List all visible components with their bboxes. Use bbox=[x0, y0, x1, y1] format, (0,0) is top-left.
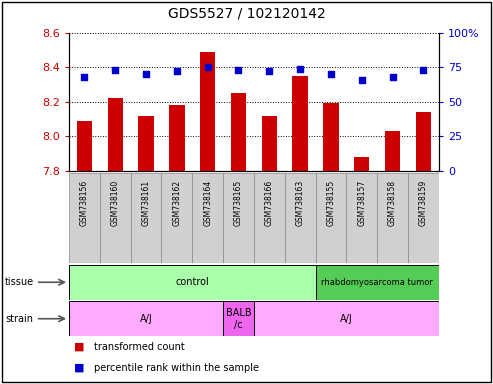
Bar bbox=[223, 173, 254, 263]
Bar bbox=[169, 105, 184, 171]
Point bbox=[80, 74, 88, 80]
Bar bbox=[231, 93, 246, 171]
Bar bbox=[69, 265, 316, 300]
Text: GDS5527 / 102120142: GDS5527 / 102120142 bbox=[168, 7, 325, 20]
Bar bbox=[200, 52, 215, 171]
Text: tissue: tissue bbox=[5, 277, 34, 287]
Text: GSM738164: GSM738164 bbox=[203, 180, 212, 226]
Bar bbox=[77, 121, 92, 171]
Point bbox=[265, 68, 273, 74]
Text: GSM738162: GSM738162 bbox=[173, 180, 181, 226]
Bar bbox=[292, 76, 308, 171]
Text: A/J: A/J bbox=[140, 314, 152, 324]
Point bbox=[235, 67, 243, 73]
Text: GSM738161: GSM738161 bbox=[141, 180, 150, 226]
Text: GSM738158: GSM738158 bbox=[388, 180, 397, 226]
Text: GSM738159: GSM738159 bbox=[419, 180, 428, 226]
Bar bbox=[316, 265, 439, 300]
Bar bbox=[69, 173, 100, 263]
Bar bbox=[385, 131, 400, 171]
Text: rhabdomyosarcoma tumor: rhabdomyosarcoma tumor bbox=[321, 278, 433, 287]
Text: GSM738166: GSM738166 bbox=[265, 180, 274, 226]
Point bbox=[142, 71, 150, 77]
Bar bbox=[107, 98, 123, 171]
Text: GSM738155: GSM738155 bbox=[326, 180, 335, 226]
Text: BALB
/c: BALB /c bbox=[226, 308, 251, 329]
Bar bbox=[131, 173, 162, 263]
Point bbox=[173, 68, 181, 74]
Text: ■: ■ bbox=[74, 342, 84, 352]
Point bbox=[296, 66, 304, 72]
Bar bbox=[254, 173, 284, 263]
Text: transformed count: transformed count bbox=[94, 342, 184, 352]
Text: ■: ■ bbox=[74, 363, 84, 373]
Bar bbox=[284, 173, 316, 263]
Bar bbox=[408, 173, 439, 263]
Text: GSM738160: GSM738160 bbox=[111, 180, 120, 226]
Text: GSM738157: GSM738157 bbox=[357, 180, 366, 226]
Text: GSM738163: GSM738163 bbox=[296, 180, 305, 226]
Bar bbox=[416, 112, 431, 171]
Bar bbox=[223, 301, 254, 336]
Bar bbox=[323, 104, 339, 171]
Bar bbox=[254, 301, 439, 336]
Bar bbox=[354, 157, 369, 171]
Text: percentile rank within the sample: percentile rank within the sample bbox=[94, 363, 259, 373]
Text: strain: strain bbox=[5, 314, 33, 324]
Point bbox=[204, 64, 211, 70]
Bar bbox=[162, 173, 192, 263]
Point bbox=[358, 76, 366, 83]
Text: GSM738165: GSM738165 bbox=[234, 180, 243, 226]
Bar bbox=[316, 173, 346, 263]
Text: control: control bbox=[176, 277, 209, 287]
Bar bbox=[69, 301, 223, 336]
Text: A/J: A/J bbox=[340, 314, 352, 324]
Bar bbox=[262, 116, 277, 171]
Point bbox=[327, 71, 335, 77]
Bar bbox=[377, 173, 408, 263]
Bar bbox=[100, 173, 131, 263]
Point bbox=[388, 74, 396, 80]
Bar bbox=[192, 173, 223, 263]
Bar bbox=[139, 116, 154, 171]
Text: GSM738156: GSM738156 bbox=[80, 180, 89, 226]
Point bbox=[111, 67, 119, 73]
Bar bbox=[346, 173, 377, 263]
Point bbox=[420, 67, 427, 73]
